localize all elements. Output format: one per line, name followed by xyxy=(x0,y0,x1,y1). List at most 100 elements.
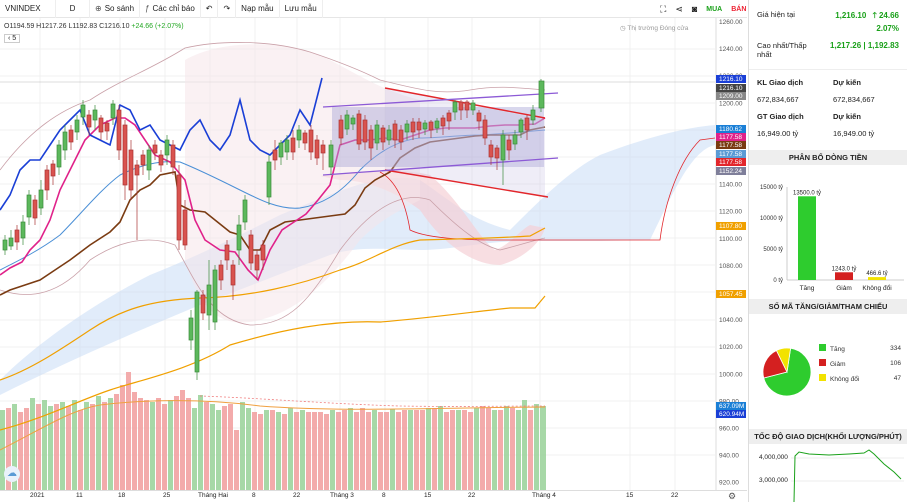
load-template-label: Nạp mẫu xyxy=(241,4,274,13)
legend-label: Không đổi xyxy=(830,376,860,383)
price-tick: 980.00 xyxy=(719,398,739,405)
legend-label: Giảm xyxy=(830,361,846,368)
ohlc-change: +24.66 (+2.07%) xyxy=(131,23,184,30)
price-label: 620.94M xyxy=(719,411,744,418)
time-tick: 25 xyxy=(163,492,171,499)
high-low-label: Cao nhất/Thấp nhất xyxy=(757,41,807,59)
fullscreen-icon[interactable]: ⛶ xyxy=(660,3,667,14)
cloud-icon[interactable]: ☁ xyxy=(4,466,20,482)
time-tick: 22 xyxy=(293,492,301,499)
price-tick: 1140.00 xyxy=(719,182,742,189)
breadth-pie xyxy=(762,347,812,397)
legend-value: 47 xyxy=(893,375,901,382)
indicator-count: 5 xyxy=(12,35,17,42)
kijun-line xyxy=(0,126,546,296)
price-label-badge xyxy=(716,75,746,83)
flow-bar-label: 1243.0 tỷ xyxy=(832,265,857,272)
compare-button[interactable]: ⊕ So sánh xyxy=(90,0,141,18)
undo-button[interactable]: ↶ xyxy=(201,0,219,18)
time-tick: 22 xyxy=(671,492,679,499)
price-tick: 1260.00 xyxy=(719,19,743,26)
interval-selector[interactable]: D xyxy=(56,0,90,18)
time-tick: 15 xyxy=(424,492,432,499)
price-label-badge xyxy=(716,222,746,230)
legend-value: 106 xyxy=(890,360,901,367)
price-label-badge xyxy=(716,150,746,158)
time-tick: 8 xyxy=(252,492,256,499)
volume-forecast: 672,834,667 xyxy=(833,95,875,104)
toolbar-right: ⛶ ⋖ ◙ MUA BÁN xyxy=(660,0,746,18)
chikou-line xyxy=(0,77,323,211)
money-flow-chart: 15000 tỷ 10000 tỷ 5000 tỷ 0 tỷ 13500.0 tỷ Tă… xyxy=(760,184,904,292)
price-label: 1177.58 xyxy=(719,134,742,141)
price-chart[interactable]: 1260.001240.001220.001200.001180.001160.… xyxy=(0,18,747,490)
gear-icon[interactable]: ⚙ xyxy=(728,491,737,501)
speed-tick: 3,000,000 xyxy=(759,477,788,484)
ohlc-legend: O1194.59 H1217.26 L1192.83 C1216.10 +24.… xyxy=(4,23,184,30)
tenkan-line xyxy=(0,117,546,282)
chart-toolbar: VNINDEX D ⊕ So sánh ƒ Các chỉ báo ↶ ↷ Nạp … xyxy=(0,0,747,18)
share-icon[interactable]: ⋖ xyxy=(675,3,683,14)
sell-button[interactable]: BÁN xyxy=(731,5,747,13)
pie-slice xyxy=(775,347,792,374)
volume-forecast-label: Dự kiến xyxy=(833,78,861,87)
buy-button[interactable]: MUA xyxy=(706,5,723,13)
breadth-section: Tăng 334 Giảm 106 Không đổi 47 xyxy=(749,314,907,429)
value-value: 16,949.00 tỷ xyxy=(757,129,799,138)
flow-ytick: 0 tỷ xyxy=(773,277,783,284)
legend-label: Tăng xyxy=(830,346,845,353)
flow-bar-label: 13500.0 tỷ xyxy=(793,189,821,196)
price-tick: 1120.00 xyxy=(719,209,742,216)
trendline-upper xyxy=(322,92,559,108)
save-template-label: Lưu mẫu xyxy=(284,4,317,13)
redo-icon: ↷ xyxy=(223,4,231,13)
price-label-badge xyxy=(716,84,746,92)
ma-blue xyxy=(0,129,546,271)
price-label: 1107.80 xyxy=(719,223,742,230)
price-label-badge xyxy=(716,125,746,133)
symbol-selector[interactable]: VNINDEX xyxy=(0,0,56,18)
price-label: 1057.45 xyxy=(719,291,743,298)
time-tick: 11 xyxy=(76,492,83,499)
indicators-button[interactable]: ƒ Các chỉ báo xyxy=(140,0,201,18)
flow-ytick: 10000 tỷ xyxy=(760,215,783,222)
collapse-indicators-button[interactable]: ‹ 5 xyxy=(4,34,21,43)
price-label: 1177.58 xyxy=(719,159,742,166)
price-label: 637.09M xyxy=(719,403,744,410)
flow-category: Tăng xyxy=(800,285,815,292)
price-label-badge xyxy=(716,290,746,298)
save-template-button[interactable]: Lưu mẫu xyxy=(280,0,323,18)
time-tick: 15 xyxy=(626,492,634,499)
legend-item-down: Giảm 106 xyxy=(819,359,901,368)
market-info-panel: Giá hiện tại 1,216.10 🡑 24.66 2.07% Cao … xyxy=(748,0,907,502)
price-tick: 1080.00 xyxy=(719,263,743,270)
price-label-badge xyxy=(716,167,746,175)
flow-ytick: 5000 tỷ xyxy=(763,246,783,253)
time-tick: Tháng Hai xyxy=(198,492,228,499)
flow-category: Giảm xyxy=(836,285,852,292)
price-change-pct: 2.07% xyxy=(876,24,899,33)
money-flow-title: PHÂN BỔ DÒNG TIỀN xyxy=(749,150,907,165)
time-tick: 8 xyxy=(382,492,386,499)
price-label-badge xyxy=(716,158,746,166)
indicators-label: Các chỉ báo xyxy=(152,4,195,13)
symbol-label: VNINDEX xyxy=(5,4,41,13)
chevron-icon: ‹ xyxy=(8,35,13,42)
price-label: 1216.10 xyxy=(719,85,743,92)
market-status: ◷ Thị trường Đóng cửa xyxy=(620,24,688,32)
redo-button[interactable]: ↷ xyxy=(218,0,237,18)
price-label: 1152.24 xyxy=(719,168,742,175)
camera-icon[interactable]: ◙ xyxy=(691,4,698,14)
flow-ytick: 15000 tỷ xyxy=(760,184,783,191)
value-label: GT Giao dịch xyxy=(757,112,804,121)
time-tick: 18 xyxy=(118,492,126,499)
price-label: 1216.10 xyxy=(719,76,743,83)
price-tick: 940.00 xyxy=(719,453,739,460)
time-tick: Tháng 4 xyxy=(532,492,556,499)
current-price-label: Giá hiện tại xyxy=(757,10,795,19)
flow-category: Không đổi xyxy=(862,284,891,292)
load-template-button[interactable]: Nạp mẫu xyxy=(236,0,280,18)
pie-slice xyxy=(762,349,788,379)
volume-bars xyxy=(0,372,546,490)
clock-icon: ◷ xyxy=(620,25,628,32)
